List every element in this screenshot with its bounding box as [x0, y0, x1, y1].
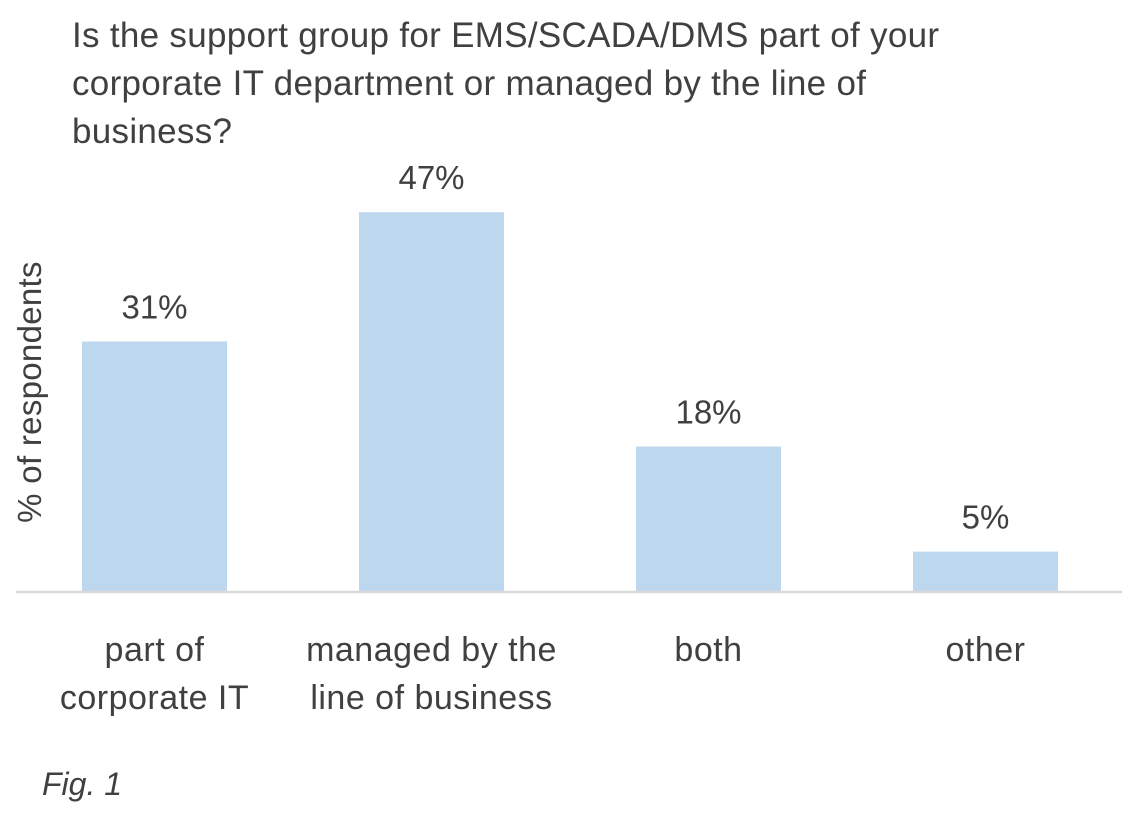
data-label-3: 5% — [962, 499, 1010, 536]
category-label-0: part of corporate IT — [59, 631, 250, 717]
bar-2 — [636, 446, 781, 592]
figure-caption: Fig. 1 — [42, 766, 123, 802]
bars-group — [82, 212, 1058, 593]
bar-1 — [359, 212, 504, 593]
data-label-0: 31% — [121, 289, 187, 326]
bar-0 — [82, 341, 227, 592]
data-label-2: 18% — [675, 394, 741, 431]
chart-title: Is the support group for EMS/SCADA/DMS p… — [72, 16, 940, 151]
data-label-1: 47% — [398, 159, 464, 196]
category-label-1: managed by the line of business — [306, 631, 557, 717]
bar-3 — [913, 551, 1058, 592]
category-label-3: other — [945, 631, 1026, 669]
value-labels-group: 31% 47% 18% 5% — [121, 159, 1009, 535]
category-label-2: both — [674, 631, 743, 669]
